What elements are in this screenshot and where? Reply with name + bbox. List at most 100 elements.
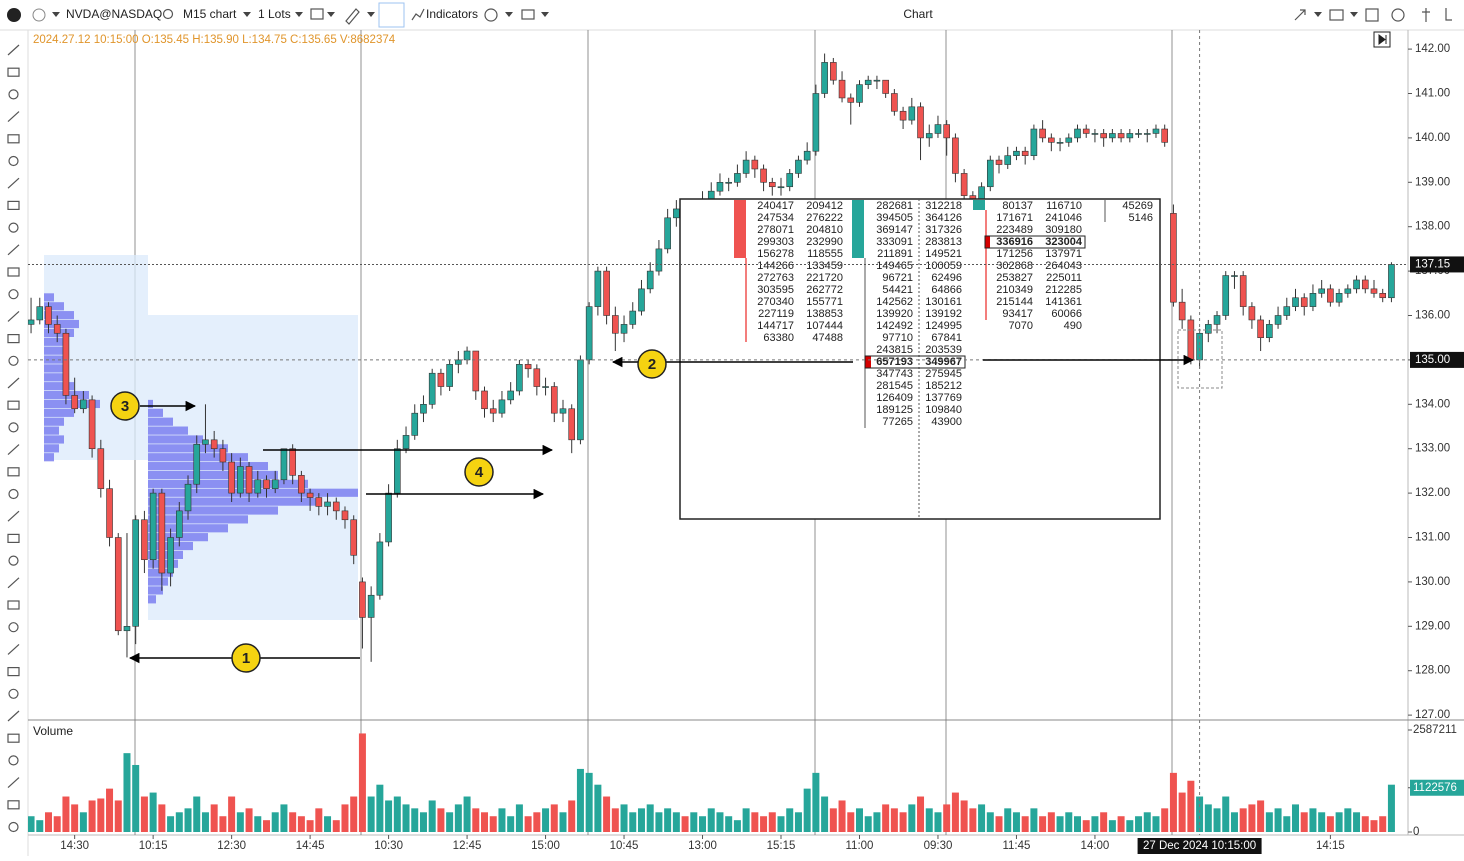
candle-body xyxy=(437,372,445,387)
marker-2: 2 xyxy=(637,349,667,379)
chart-type-icon[interactable] xyxy=(310,8,324,20)
tool-icon[interactable] xyxy=(7,600,20,610)
dropdown-icon[interactable] xyxy=(52,12,60,17)
tool-icon[interactable] xyxy=(8,422,19,433)
symbol[interactable]: NVDA@NASDAQ xyxy=(66,7,162,21)
volume-bar xyxy=(1012,812,1020,832)
footprint-value: 80137 xyxy=(1002,200,1033,212)
tool-icon[interactable] xyxy=(7,467,20,477)
crosshair-icon[interactable] xyxy=(484,8,498,22)
volume-bar xyxy=(1091,816,1099,832)
candle-body xyxy=(228,461,235,494)
tool-icon[interactable] xyxy=(7,577,20,589)
candle-body xyxy=(830,62,837,81)
tool-icon[interactable] xyxy=(7,177,20,189)
tool-icon[interactable] xyxy=(7,44,20,56)
tool-icon[interactable] xyxy=(7,400,20,410)
timeframe[interactable]: M15 chart xyxy=(183,7,237,21)
candle-body xyxy=(1248,306,1256,321)
tool-icon[interactable] xyxy=(8,89,19,100)
tool-icon[interactable] xyxy=(7,111,20,123)
tool-icon[interactable] xyxy=(7,377,20,389)
settings-icon[interactable] xyxy=(1391,8,1405,22)
shrink-icon[interactable] xyxy=(1294,9,1306,21)
footprint-value: 303595 xyxy=(757,284,794,296)
tool-icon[interactable] xyxy=(7,200,20,210)
tool-icon[interactable] xyxy=(8,622,19,633)
tool-icon[interactable] xyxy=(7,267,20,277)
selected-tool[interactable] xyxy=(378,2,405,28)
volume-bar xyxy=(271,812,279,832)
footprint-value: 270340 xyxy=(757,296,794,308)
tool-icon[interactable] xyxy=(8,555,19,566)
search-icon[interactable] xyxy=(162,8,174,20)
y-tick-label: 128.00 xyxy=(1415,665,1450,677)
tool-icon[interactable] xyxy=(7,733,20,743)
tool-icon[interactable] xyxy=(7,777,20,789)
tool-icon[interactable] xyxy=(7,244,20,256)
footprint-value: 138853 xyxy=(806,308,843,320)
dropdown-icon[interactable] xyxy=(367,12,375,17)
footprint-value: 7070 xyxy=(1009,320,1033,332)
volume-bar xyxy=(315,808,323,832)
dropdown-icon[interactable] xyxy=(327,12,335,17)
tool-icon[interactable] xyxy=(8,155,19,167)
tool-icon[interactable] xyxy=(8,755,19,766)
window-title: Chart xyxy=(903,7,933,21)
tool-icon[interactable] xyxy=(8,688,19,699)
dropdown-icon[interactable] xyxy=(1350,12,1358,17)
volume-bar xyxy=(611,808,619,832)
lots[interactable]: 1 Lots xyxy=(258,7,291,21)
tool-icon[interactable] xyxy=(8,289,19,300)
tool-icon[interactable] xyxy=(7,800,20,810)
close-icon[interactable] xyxy=(1445,8,1452,21)
tool-icon[interactable] xyxy=(7,67,20,77)
footprint-value: 215144 xyxy=(996,296,1033,308)
tool-icon[interactable] xyxy=(8,222,19,233)
volume-bar xyxy=(803,788,811,832)
candle-body xyxy=(568,408,576,441)
y-tick-label: 142.00 xyxy=(1415,43,1450,55)
tool-icon[interactable] xyxy=(7,334,20,344)
dropdown-icon[interactable] xyxy=(1314,12,1322,17)
dropdown-icon[interactable] xyxy=(243,12,251,17)
tool-icon[interactable] xyxy=(7,533,20,544)
symbol-icon[interactable] xyxy=(32,8,46,22)
footprint-value: 221720 xyxy=(806,272,843,284)
tool-icon[interactable] xyxy=(7,643,20,655)
tool-icon[interactable] xyxy=(8,488,19,500)
tool-icon[interactable] xyxy=(7,510,20,522)
x-tick-label: 10:45 xyxy=(610,840,639,852)
tool-icon[interactable] xyxy=(8,355,19,366)
candle-body xyxy=(943,124,950,139)
profile-bar xyxy=(44,453,54,462)
tool-icon[interactable] xyxy=(7,310,20,322)
draw-icon[interactable] xyxy=(345,8,360,25)
profile-bar xyxy=(148,479,308,488)
tool-icon[interactable] xyxy=(7,134,20,144)
dropdown-icon[interactable] xyxy=(295,12,303,17)
tool-icon[interactable] xyxy=(8,821,19,833)
template-icon[interactable] xyxy=(521,9,535,20)
volume-bar xyxy=(995,816,1003,832)
dropdown-icon[interactable] xyxy=(505,12,513,17)
tool-icon[interactable] xyxy=(7,444,20,456)
indicators-icon[interactable] xyxy=(411,8,425,21)
candle-body xyxy=(394,448,401,494)
tool-icon[interactable] xyxy=(7,710,20,722)
footprint-value: 394505 xyxy=(876,212,913,224)
fullscreen-icon[interactable] xyxy=(1365,8,1379,22)
footprint-value: 210349 xyxy=(996,284,1033,296)
candle-body xyxy=(673,208,680,219)
pin-icon[interactable] xyxy=(1422,8,1430,22)
app-logo[interactable] xyxy=(7,8,21,22)
volume-bar xyxy=(114,800,122,832)
volume-bar xyxy=(88,800,96,832)
candle-body xyxy=(960,173,968,196)
footprint-value: 276222 xyxy=(806,212,843,224)
tool-icon[interactable] xyxy=(7,666,20,677)
dropdown-icon[interactable] xyxy=(541,12,549,17)
camera-icon[interactable] xyxy=(1329,9,1344,21)
candle-body xyxy=(1335,293,1343,303)
indicators-button[interactable]: Indicators xyxy=(426,7,478,21)
